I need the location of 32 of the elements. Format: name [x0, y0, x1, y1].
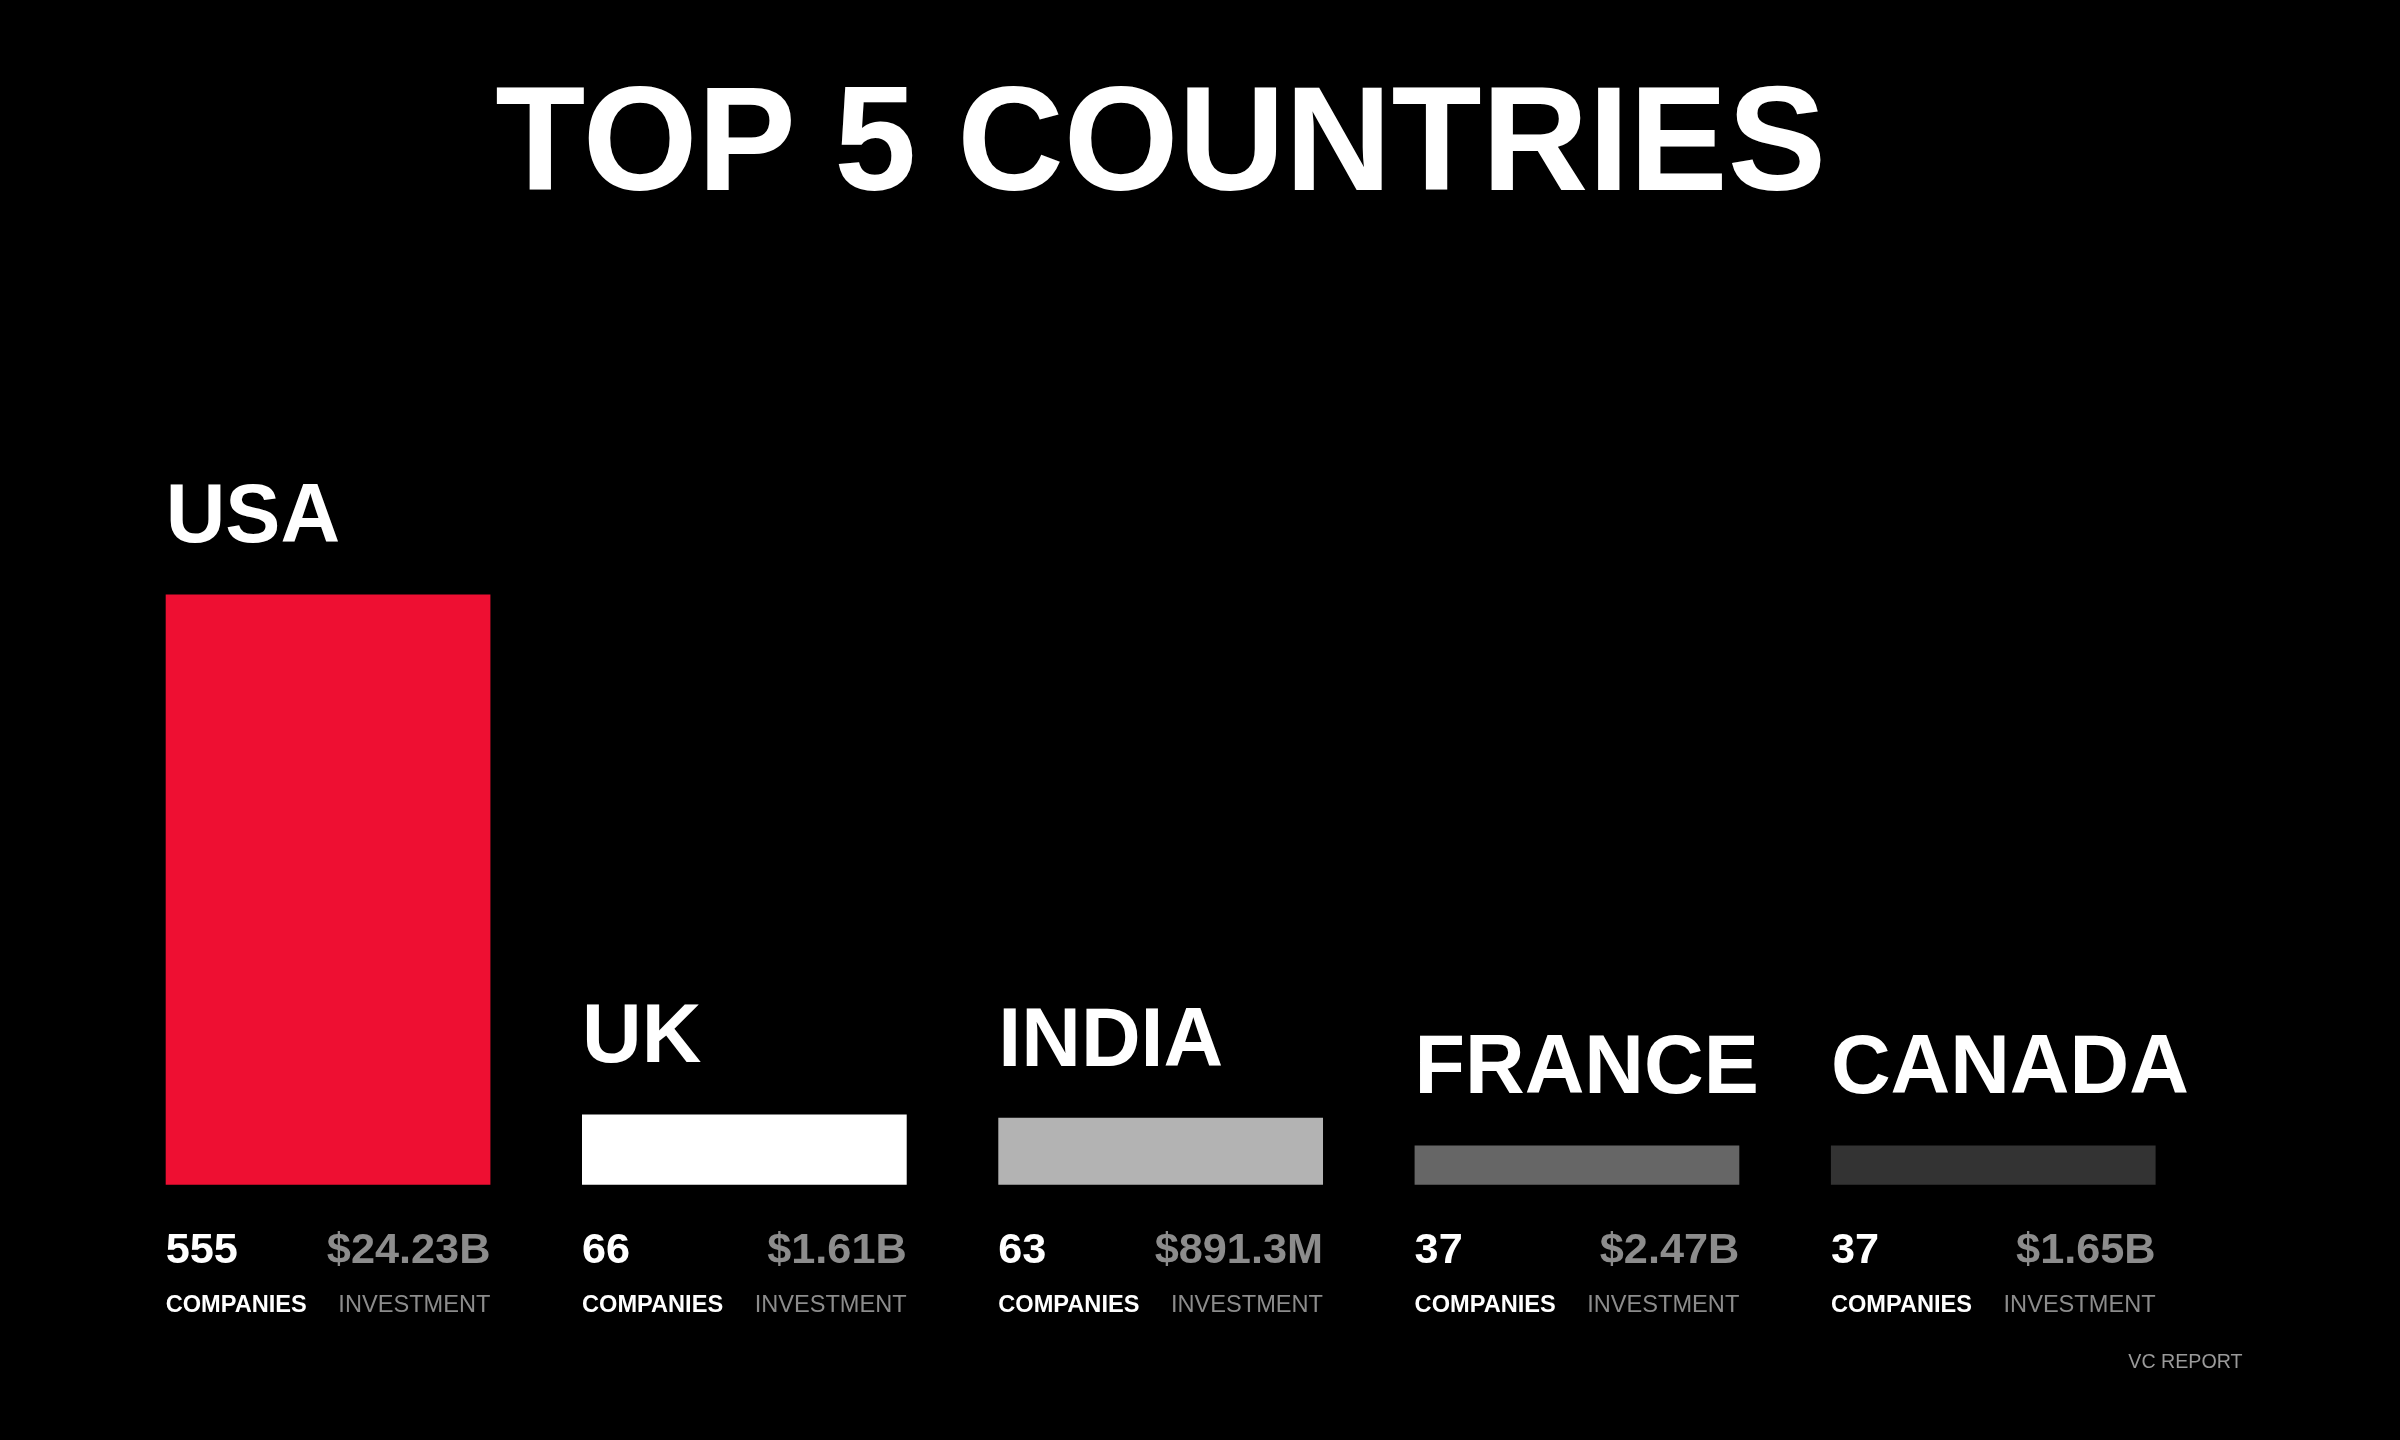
- text: $2.47B: [1599, 1224, 1740, 1273]
- data-label: 555: [165, 1224, 238, 1273]
- text: INVESTMENT: [754, 1290, 907, 1317]
- text: INVESTMENT: [2003, 1290, 2156, 1317]
- chart-title: TOP 5 COUNTRIES: [495, 56, 1827, 222]
- bar: [1414, 1145, 1740, 1185]
- text: COMPANIES: [165, 1290, 307, 1317]
- text: $891.3M: [1154, 1224, 1324, 1273]
- data-label: 63: [998, 1224, 1047, 1273]
- text: COMPANIES: [1414, 1290, 1556, 1317]
- x-tick-label: USA: [165, 467, 341, 561]
- text: INVESTMENT: [338, 1290, 491, 1317]
- text: $1.65B: [2016, 1224, 2156, 1273]
- data-label: 66: [582, 1224, 631, 1273]
- text: $24.23B: [326, 1224, 491, 1273]
- bar: [998, 1117, 1324, 1185]
- text: COMPANIES: [582, 1290, 724, 1317]
- text: INVESTMENT: [1587, 1290, 1740, 1317]
- x-tick-label: FRANCE: [1414, 1018, 1759, 1112]
- bar: [1830, 1145, 2156, 1185]
- x-tick-label: INDIA: [998, 990, 1224, 1084]
- data-label: 37: [1414, 1224, 1463, 1273]
- text: VC REPORT: [2128, 1349, 2243, 1372]
- bar: [582, 1114, 907, 1185]
- x-tick-label: CANADA: [1830, 1018, 2189, 1112]
- bar: [165, 594, 491, 1185]
- text: $1.61B: [767, 1224, 907, 1273]
- text: INVESTMENT: [1170, 1290, 1324, 1317]
- data-label: 37: [1830, 1224, 1880, 1273]
- x-tick-label: UK: [582, 987, 702, 1081]
- text: COMPANIES: [998, 1290, 1140, 1317]
- text: COMPANIES: [1830, 1290, 1973, 1317]
